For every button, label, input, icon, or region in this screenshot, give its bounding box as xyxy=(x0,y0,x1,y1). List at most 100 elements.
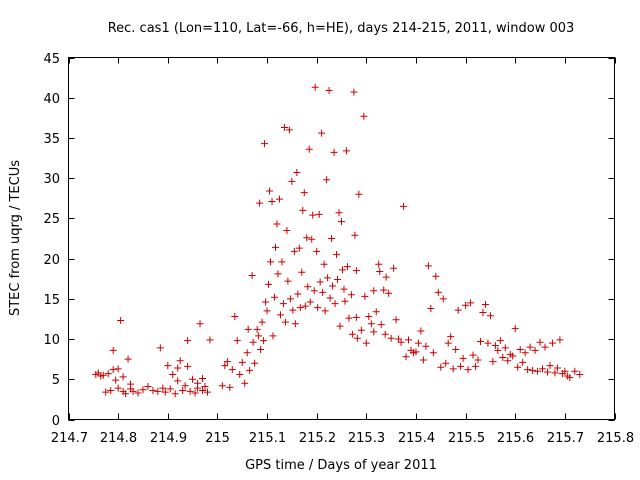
data-point xyxy=(174,364,182,372)
data-point xyxy=(194,384,202,392)
data-point xyxy=(524,366,532,374)
data-point xyxy=(258,318,266,326)
data-point xyxy=(244,325,252,333)
data-point xyxy=(309,211,317,219)
x-axis: 214.7 214.8 214.9 215 215.1 215.2 215.3 215.4 21… xyxy=(51,57,634,446)
data-point xyxy=(417,327,425,335)
data-point xyxy=(499,354,507,362)
data-point xyxy=(221,362,229,370)
data-point xyxy=(422,342,430,350)
data-point xyxy=(504,357,512,365)
data-point xyxy=(334,276,342,284)
data-point xyxy=(561,367,569,375)
data-point xyxy=(268,197,276,205)
data-point xyxy=(519,358,527,366)
data-point xyxy=(184,337,192,345)
data-point xyxy=(223,358,231,366)
data-point xyxy=(107,387,115,395)
data-point xyxy=(372,308,380,316)
data-point xyxy=(392,316,400,324)
data-point xyxy=(134,389,142,397)
data-point xyxy=(362,339,370,347)
data-point xyxy=(266,187,274,195)
data-point xyxy=(276,311,284,319)
x-tick-label: 215.4 xyxy=(398,431,435,446)
x-tick-label: 215.6 xyxy=(497,431,534,446)
data-point xyxy=(571,367,579,375)
data-point xyxy=(324,274,332,282)
data-point xyxy=(286,295,294,303)
data-point xyxy=(323,176,331,184)
data-point xyxy=(321,307,329,315)
data-point xyxy=(385,289,393,297)
data-point xyxy=(241,379,249,387)
data-point xyxy=(328,235,336,242)
x-tick-label: 214.9 xyxy=(150,431,187,446)
y-tick-label: 15 xyxy=(43,293,60,308)
data-point xyxy=(313,247,321,255)
data-point xyxy=(279,300,287,308)
data-series xyxy=(92,83,584,398)
data-point xyxy=(243,349,251,357)
data-point xyxy=(169,370,177,378)
data-point xyxy=(348,330,356,338)
data-point xyxy=(397,338,405,346)
data-point xyxy=(274,270,282,278)
data-point xyxy=(159,384,167,392)
data-point xyxy=(484,339,492,347)
data-point xyxy=(112,376,120,384)
data-point xyxy=(340,285,348,293)
data-point xyxy=(124,355,132,363)
data-point xyxy=(314,304,322,312)
data-point xyxy=(164,362,172,370)
data-point xyxy=(284,277,292,285)
data-point xyxy=(526,343,534,351)
data-point xyxy=(370,287,378,295)
data-point xyxy=(288,177,296,185)
data-point xyxy=(437,363,445,371)
data-point xyxy=(179,387,187,395)
data-point xyxy=(233,337,241,345)
data-point xyxy=(271,243,279,251)
data-point xyxy=(206,336,214,344)
data-point xyxy=(511,325,519,333)
data-point xyxy=(129,387,137,395)
data-point xyxy=(521,349,529,357)
y-tick-label: 30 xyxy=(43,172,60,187)
data-point xyxy=(109,366,117,374)
data-point xyxy=(267,258,275,266)
x-axis-label: GPS time / Days of year 2011 xyxy=(245,458,437,473)
y-axis-label: STEC from uqrg / TECUs xyxy=(8,160,23,316)
data-point xyxy=(541,343,549,351)
data-point xyxy=(370,328,378,336)
data-point xyxy=(412,348,420,356)
data-point xyxy=(350,88,358,96)
data-point xyxy=(156,344,164,352)
plot-frame xyxy=(68,57,615,420)
data-point xyxy=(330,148,338,156)
data-point xyxy=(551,369,559,377)
data-point xyxy=(351,231,359,239)
data-point xyxy=(452,346,460,354)
data-point xyxy=(238,358,246,366)
data-point xyxy=(352,313,360,321)
y-axis: 0 5 10 15 20 25 30 35 40 45 xyxy=(43,52,615,429)
x-tick-label: 215 xyxy=(205,431,230,446)
data-point xyxy=(357,326,365,334)
data-point xyxy=(382,273,390,281)
data-point xyxy=(338,218,345,226)
data-point xyxy=(352,267,360,275)
data-point xyxy=(144,383,152,391)
y-tick-label: 0 xyxy=(52,414,60,429)
data-point xyxy=(489,358,497,366)
data-point xyxy=(236,370,244,378)
data-point xyxy=(341,297,349,305)
data-point xyxy=(265,280,273,288)
data-point xyxy=(246,366,254,374)
data-point xyxy=(316,278,324,286)
data-point xyxy=(119,373,127,381)
data-point xyxy=(289,306,297,314)
data-point xyxy=(400,202,408,210)
data-point xyxy=(345,314,353,322)
data-point xyxy=(474,356,482,364)
